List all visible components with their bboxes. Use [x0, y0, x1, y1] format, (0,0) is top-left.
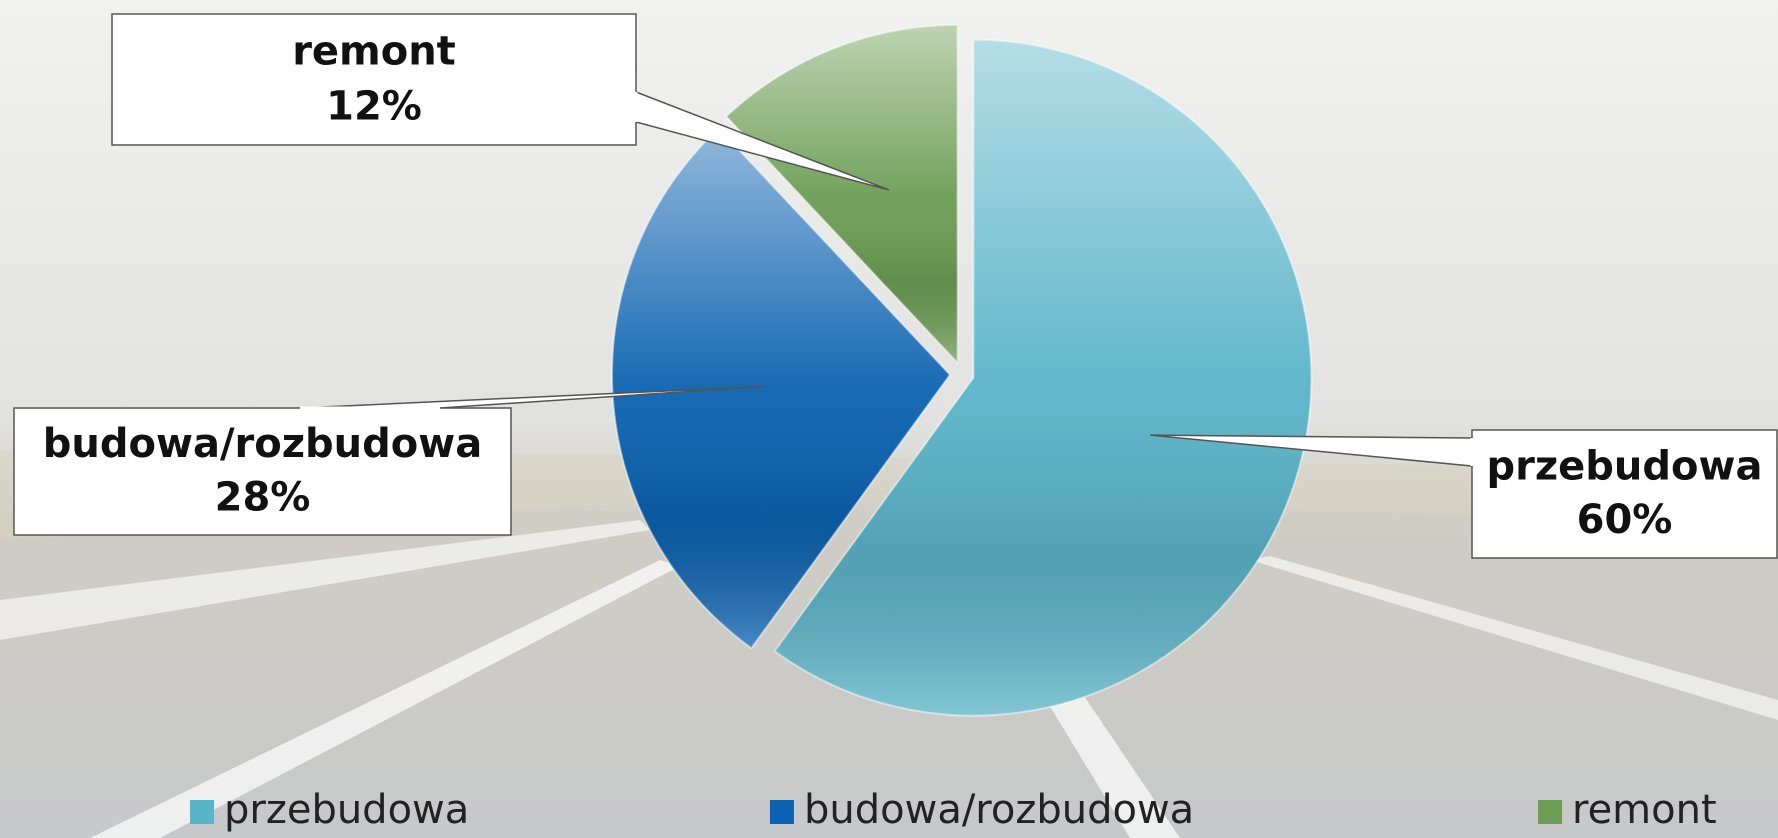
label-category: przebudowa — [1487, 443, 1763, 489]
road-line — [1250, 556, 1778, 720]
road-line — [1040, 690, 1180, 838]
slice-sheen — [726, 24, 958, 363]
slice-sheen — [774, 39, 1312, 716]
legend-swatch — [1538, 800, 1562, 824]
label-category: remont — [292, 28, 456, 74]
label-box — [13, 407, 512, 536]
label-box — [1471, 429, 1778, 559]
label-value: 28% — [215, 474, 311, 520]
label-value: 12% — [326, 83, 422, 129]
label-box — [111, 13, 637, 146]
legend-swatch — [190, 800, 214, 824]
road-line — [0, 520, 650, 640]
legend-label: budowa/rozbudowa — [804, 787, 1194, 833]
pie — [611, 23, 1313, 717]
label-value: 60% — [1577, 497, 1673, 543]
road-line — [90, 560, 680, 838]
legend-swatch — [770, 800, 794, 824]
legend: przebudowa budowa/rozbudowa remont — [190, 787, 1717, 833]
label-category: budowa/rozbudowa — [43, 421, 482, 467]
slice-sheen — [612, 128, 951, 649]
data-labels: przebudowa 60% budowa/rozbudowa 28% remont 12… — [13, 13, 1778, 559]
legend-label: przebudowa — [224, 787, 469, 833]
legend-label: remont — [1572, 787, 1717, 833]
